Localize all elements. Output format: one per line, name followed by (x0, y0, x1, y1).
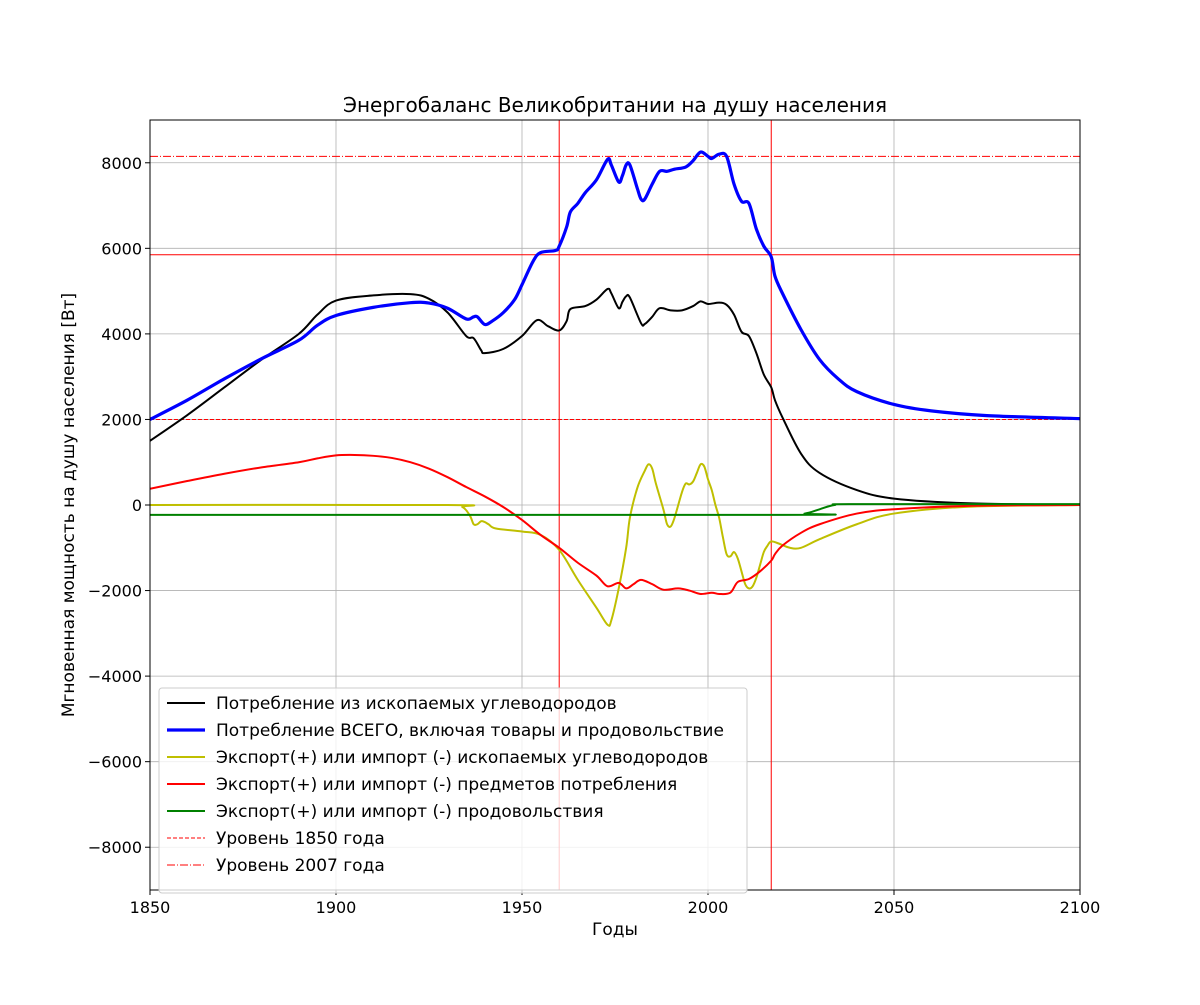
legend-label: Экспорт(+) или импорт (-) продовольствия (216, 802, 604, 822)
x-tick-label: 1900 (316, 898, 357, 917)
series-line-food-trade (150, 503, 1080, 516)
series-layer (150, 150, 1080, 627)
series-line-total-consumption (150, 150, 1080, 422)
legend-label: Экспорт(+) или импорт (-) предметов потр… (216, 775, 677, 795)
x-tick-label: 2100 (1060, 898, 1101, 917)
y-tick-label: −8000 (88, 838, 142, 857)
x-tick-label: 1950 (502, 898, 543, 917)
legend-label: Потребление ВСЕГО, включая товары и прод… (216, 721, 724, 741)
legend-label: Экспорт(+) или импорт (-) ископаемых угл… (216, 748, 708, 768)
series-line-fossil-consumption (150, 287, 1080, 506)
tick-layer: 1850 1900 1950 2000 2050 2100 −8000 −6000 −4000 −… (88, 154, 1100, 917)
legend: Потребление из ископаемых углеводородов П… (158, 687, 748, 894)
legend-label: Уровень 1850 года (216, 829, 385, 849)
x-tick-label: 2050 (874, 898, 915, 917)
y-axis-label: Мгновенная мощность на душу населения [В… (59, 293, 79, 717)
y-tick-label: 4000 (101, 325, 142, 344)
y-tick-label: 0 (132, 496, 142, 515)
y-tick-label: −2000 (88, 582, 142, 601)
series-line-fossil-trade (150, 462, 1080, 627)
legend-box (158, 687, 748, 894)
y-tick-label: −4000 (88, 667, 142, 686)
x-tick-label: 2000 (688, 898, 729, 917)
chart-title: Энергобаланс Великобритании на душу насе… (343, 93, 887, 117)
legend-label: Уровень 2007 года (216, 856, 385, 876)
y-tick-label: 6000 (101, 239, 142, 258)
x-axis-label: Годы (592, 920, 638, 940)
series-line-goods-trade (150, 453, 1080, 596)
x-tick-label: 1850 (130, 898, 171, 917)
legend-label: Потребление из ископаемых углеводородов (216, 694, 617, 714)
y-tick-label: 2000 (101, 410, 142, 429)
y-tick-label: −6000 (88, 753, 142, 772)
y-tick-label: 8000 (101, 154, 142, 173)
